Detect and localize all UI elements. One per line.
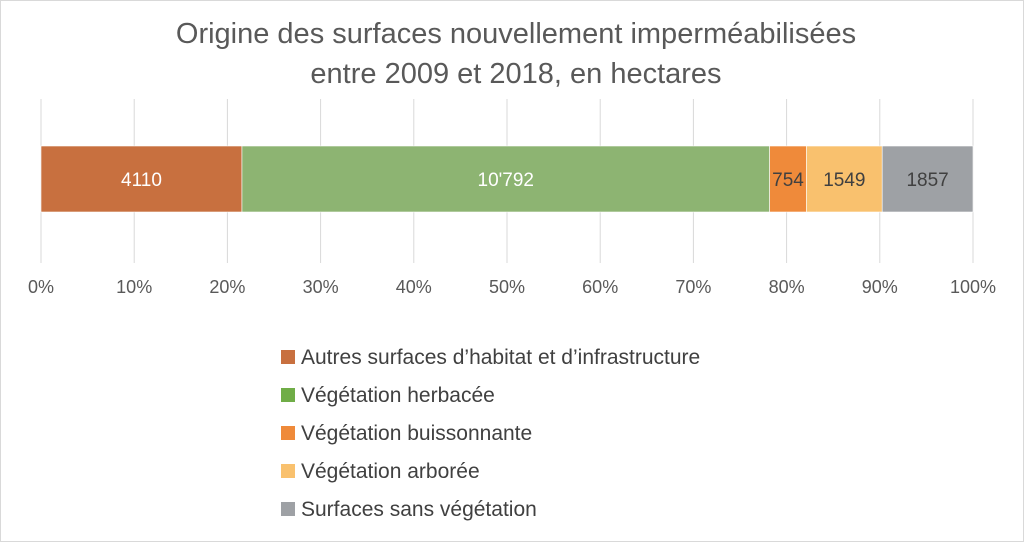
x-tick-label: 70%: [675, 277, 711, 297]
x-tick-label: 30%: [303, 277, 339, 297]
bar-data-label: 4110: [121, 170, 162, 191]
legend: Autres surfaces d’habitat et d’infrastru…: [281, 346, 700, 521]
bar-segment: [769, 145, 807, 213]
x-tick-label: 50%: [489, 277, 525, 297]
legend-label: Autres surfaces d’habitat et d’infrastru…: [301, 346, 700, 369]
bar-segment: [806, 145, 883, 213]
legend-swatch: [281, 426, 295, 440]
chart-title: Origine des surfaces nouvellement imperm…: [176, 18, 856, 90]
x-axis-tick-labels: 0% 10% 20% 30% 40% 50% 60% 70% 80% 90% 100%: [28, 277, 996, 297]
x-tick-label: 20%: [209, 277, 245, 297]
x-tick-label: 10%: [116, 277, 152, 297]
bar-data-label: 1857: [906, 170, 948, 191]
legend-label: Végétation arborée: [301, 460, 480, 483]
x-tick-label: 40%: [396, 277, 432, 297]
legend-swatch: [281, 502, 295, 516]
bar-data-label: 1549: [823, 170, 865, 191]
x-tick-label: 100%: [950, 277, 996, 297]
data-labels: 4110 10'792 754 1549 1857: [121, 170, 949, 191]
chart-title-line-2: entre 2009 et 2018, en hectares: [310, 58, 721, 90]
bar-segment: [241, 145, 770, 213]
legend-label: Végétation herbacée: [301, 384, 495, 407]
legend-label: Surfaces sans végétation: [301, 498, 537, 521]
chart-title-line-1: Origine des surfaces nouvellement imperm…: [176, 18, 856, 50]
legend-swatch: [281, 464, 295, 478]
x-tick-label: 60%: [582, 277, 618, 297]
bar-data-label: 10'792: [478, 170, 534, 191]
bar-segment: [40, 145, 243, 213]
legend-label: Végétation buissonnante: [301, 422, 532, 445]
legend-swatch: [281, 388, 295, 402]
x-tick-label: 0%: [28, 277, 54, 297]
legend-swatch: [281, 350, 295, 364]
bar-data-label: 754: [772, 170, 804, 191]
bar-segment: [881, 145, 974, 213]
x-tick-label: 80%: [769, 277, 805, 297]
x-tick-label: 90%: [862, 277, 898, 297]
bar-segments: [40, 145, 974, 213]
